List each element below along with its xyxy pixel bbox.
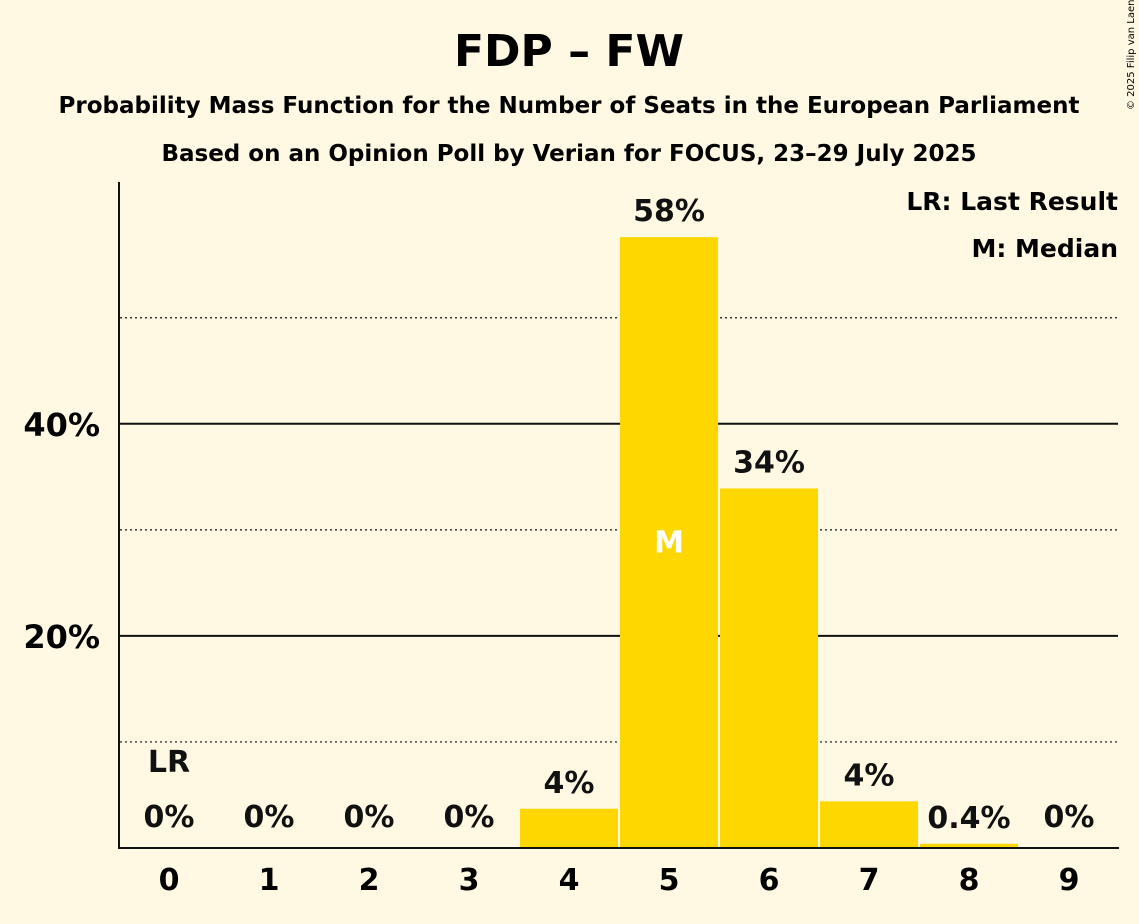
legend-median: M: Median [971,234,1118,263]
chart-subtitle: Probability Mass Function for the Number… [59,93,1080,119]
bar-seats-6 [720,488,818,848]
copyright-notice: © 2025 Filip van Laenen [1126,0,1137,110]
value-label: 4% [544,766,595,801]
value-labels-group: 0% 0% 0% 0% 4% 58% 34% 4% 0.4% 0% [144,190,1095,840]
last-result-marker: LR [148,745,190,780]
y-tick-label: 20% [23,618,100,656]
value-label: 0% [344,800,395,835]
x-axis-ticks: 0 1 2 3 4 5 6 7 8 9 [159,863,1080,898]
x-tick-label: 0 [159,863,180,898]
bars-group [520,237,1018,849]
bar-seats-5 [620,237,718,849]
legend-last-result: LR: Last Result [906,187,1118,216]
x-tick-label: 6 [759,863,780,898]
x-tick-label: 1 [259,863,280,898]
value-label: 0% [244,800,295,835]
value-label: 0% [1044,800,1095,835]
x-tick-label: 8 [959,863,980,898]
bar-seats-4 [520,808,618,848]
x-tick-label: 3 [459,863,480,898]
value-label: 4% [844,758,895,793]
x-tick-label: 7 [859,863,880,898]
x-tick-label: 4 [559,863,580,898]
value-label: 0.4% [927,801,1010,836]
value-label: 0% [144,800,195,835]
value-label: 58% [633,194,705,229]
bar-seats-8 [920,843,1018,848]
x-tick-label: 5 [659,863,680,898]
grid-lines [120,317,1118,743]
value-label: 0% [444,800,495,835]
bar-markers: LR M [148,526,684,780]
y-axis-ticks: 20% 40% [23,406,100,656]
chart-subtitle-source: Based on an Opinion Poll by Verian for F… [161,141,976,167]
value-label: 34% [733,445,805,480]
y-tick-label: 40% [23,406,100,444]
median-marker: M [654,526,684,561]
chart-title: FDP – FW [454,26,684,77]
x-tick-label: 9 [1059,863,1080,898]
bar-seats-7 [820,801,918,848]
x-tick-label: 2 [359,863,380,898]
